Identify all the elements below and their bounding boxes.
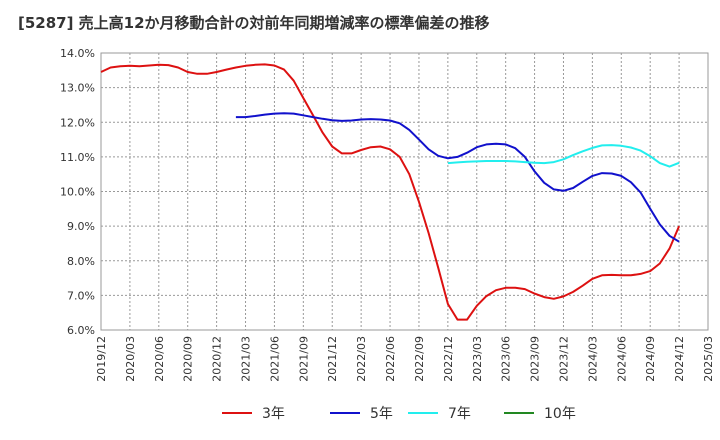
x-tick-label: 2022/03 — [355, 336, 368, 382]
series-lines — [100, 63, 681, 321]
x-tick-label: 2020/09 — [182, 336, 195, 382]
legend-label: 10年 — [544, 406, 576, 422]
y-tick-label: 11.0% — [60, 151, 95, 164]
x-tick-label: 2024/03 — [586, 336, 599, 382]
x-tick-label: 2020/06 — [153, 336, 166, 382]
grid-lines — [100, 52, 709, 331]
x-tick-label: 2022/09 — [413, 336, 426, 382]
x-tick-label: 2022/06 — [384, 336, 397, 382]
x-tick-label: 2023/09 — [529, 336, 542, 382]
y-tick-label: 9.0% — [67, 220, 95, 233]
x-tick-label: 2019/12 — [95, 336, 108, 382]
x-tick-label: 2024/09 — [644, 336, 657, 382]
series-line — [447, 144, 680, 168]
x-tick-label: 2023/12 — [557, 336, 570, 382]
y-tick-label: 10.0% — [60, 186, 95, 199]
x-tick-label: 2021/06 — [268, 336, 281, 382]
x-tick-label: 2024/12 — [673, 336, 686, 382]
x-tick-label: 2021/09 — [297, 336, 310, 382]
x-tick-label: 2023/06 — [500, 336, 513, 382]
y-axis: 6.0% 7.0% 8.0% 9.0% 10.0% 11.0% 12.0% 13.0% 14.0… — [60, 47, 95, 337]
chart-title: [5287] 売上高12か月移動合計の対前年同期増減率の標準偏差の推移 — [18, 14, 490, 32]
x-tick-label: 2023/03 — [471, 336, 484, 382]
y-tick-label: 13.0% — [60, 82, 95, 95]
x-tick-label: 2022/12 — [442, 336, 455, 382]
x-tick-label: 2020/12 — [211, 336, 224, 382]
x-tick-label: 2021/12 — [326, 336, 339, 382]
legend-label: 3年 — [262, 406, 285, 422]
y-tick-label: 14.0% — [60, 47, 95, 60]
x-tick-label: 2025/03 — [702, 336, 715, 382]
legend-label: 7年 — [448, 406, 471, 422]
legend: 3年 5年 7年 10年 — [222, 406, 576, 422]
y-tick-label: 8.0% — [67, 255, 95, 268]
series-line — [235, 112, 680, 243]
x-tick-label: 2020/03 — [124, 336, 137, 382]
y-tick-label: 7.0% — [67, 289, 95, 302]
x-tick-label: 2024/06 — [615, 336, 628, 382]
legend-label: 5年 — [370, 406, 393, 422]
series-line — [100, 63, 681, 321]
x-axis: 2019/12 2020/03 2020/06 2020/09 2020/12 2021/… — [95, 336, 715, 382]
plot-frame — [100, 52, 709, 331]
y-tick-label: 12.0% — [60, 116, 95, 129]
y-tick-label: 6.0% — [67, 324, 95, 337]
x-tick-label: 2021/03 — [240, 336, 253, 382]
